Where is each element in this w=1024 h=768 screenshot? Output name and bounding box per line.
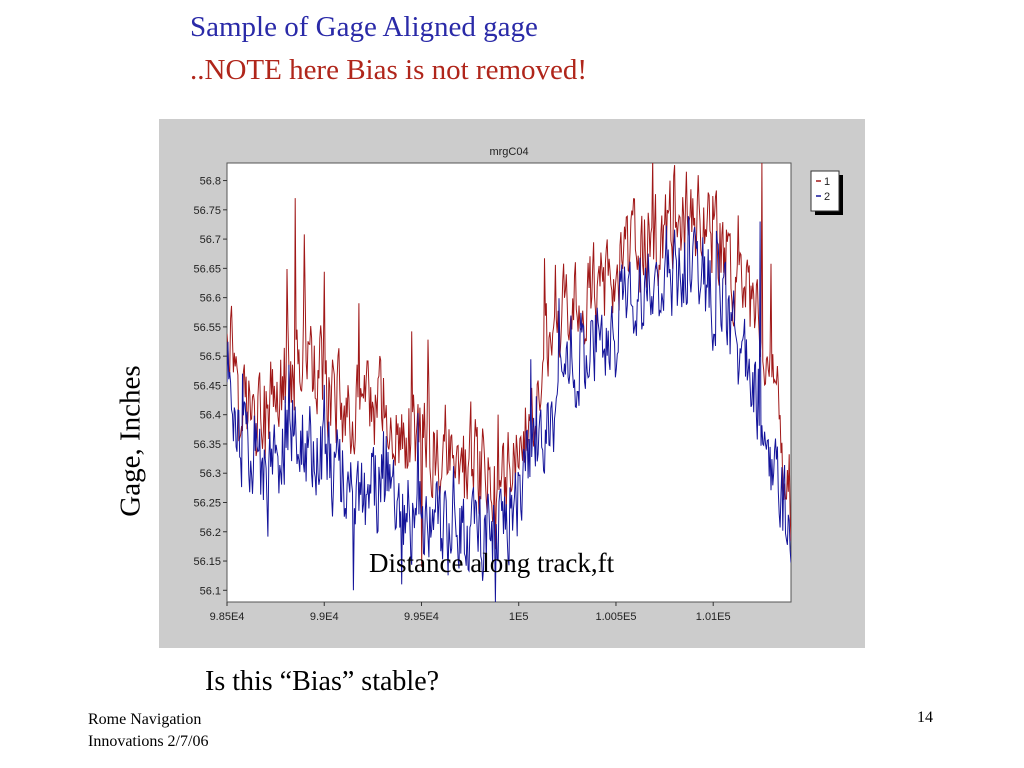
y-tick-label: 56.75	[193, 205, 221, 217]
y-tick-label: 56.7	[200, 234, 221, 246]
chart-panel: mrgC04 56.1 56.15 56.2 56.25 56.3 56.35 56.4 56.…	[159, 119, 865, 648]
chart-title: mrgC04	[489, 146, 528, 158]
y-tick-label: 56.15	[193, 556, 221, 568]
x-tick-label: 9.9E4	[310, 611, 339, 623]
legend-label: 1	[824, 176, 830, 188]
y-axis-label: Gage, Inches	[114, 365, 147, 517]
y-tick-label: 56.55	[193, 322, 221, 334]
y-tick-label: 56.6	[200, 293, 221, 305]
footer-line-1: Rome Navigation	[88, 711, 202, 728]
y-tick-label: 56.8	[200, 176, 221, 188]
legend-box	[810, 170, 840, 212]
line-chart: mrgC04 56.1 56.15 56.2 56.25 56.3 56.35 56.4 56.…	[193, 146, 843, 623]
question-text: Is this “Bias” stable?	[205, 666, 440, 697]
y-tick-label: 56.2	[200, 527, 221, 539]
legend-label: 2	[824, 191, 830, 203]
x-tick-label: 1.01E5	[696, 611, 731, 623]
x-tick-label: 9.95E4	[404, 611, 439, 623]
x-tick-label: 1.005E5	[595, 611, 636, 623]
y-tick-label: 56.1	[200, 585, 221, 597]
x-axis-label: Distance along track,ft	[369, 548, 615, 578]
y-tick-label: 56.4	[200, 410, 221, 422]
x-tick-label: 9.85E4	[210, 611, 245, 623]
page-number: 14	[917, 709, 933, 726]
footer-credit: Rome Navigation Innovations 2/7/06	[88, 709, 208, 753]
y-tick-label: 56.5	[200, 351, 221, 363]
slide-title-line-2: ..NOTE here Bias is not removed!	[190, 54, 588, 86]
y-tick-label: 56.65	[193, 263, 221, 275]
series-line-1	[227, 163, 791, 567]
y-tick-label: 56.45	[193, 380, 221, 392]
y-tick-label: 56.25	[193, 497, 221, 509]
y-tick-label: 56.35	[193, 439, 221, 451]
footer-line-2: Innovations 2/7/06	[88, 733, 209, 750]
x-tick-label: 1E5	[509, 611, 529, 623]
y-tick-label: 56.3	[200, 468, 221, 480]
series-line-2	[227, 215, 791, 602]
slide-title-line-1: Sample of Gage Aligned gage	[190, 11, 538, 43]
